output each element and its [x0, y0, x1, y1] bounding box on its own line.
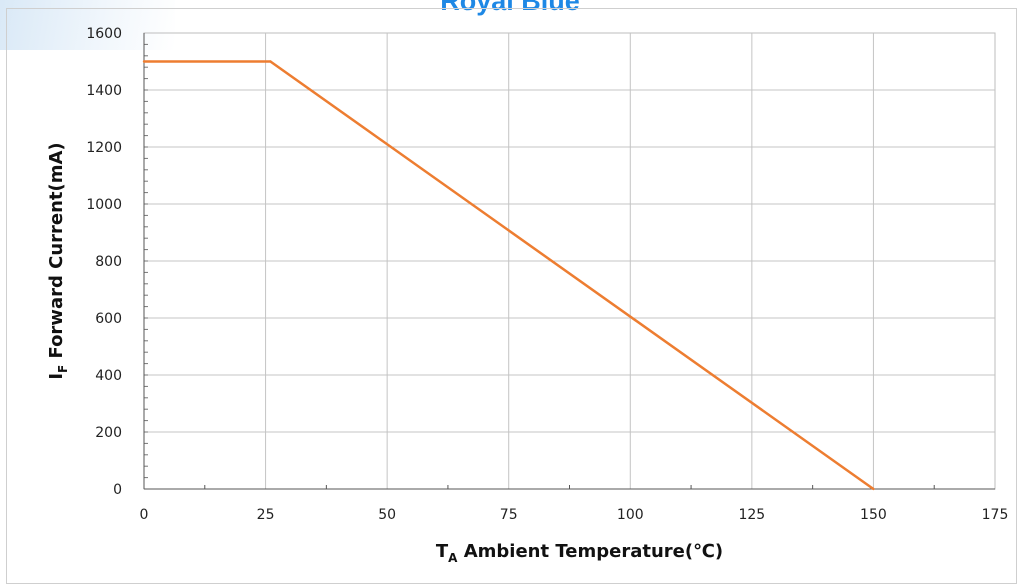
x-tick-label: 150 [860, 507, 887, 523]
y-tick-label: 0 [113, 482, 122, 498]
y-axis-title: IF Forward Current(mA) [46, 142, 70, 379]
x-tick-label: 0 [140, 507, 149, 523]
y-tick-label: 1000 [86, 197, 122, 213]
x-tick-label: 50 [378, 507, 396, 523]
x-tick-label: 25 [257, 507, 275, 523]
y-tick-label: 1600 [86, 26, 122, 42]
axes [143, 33, 995, 490]
data-point [142, 60, 146, 63]
data-point [872, 487, 875, 491]
y-tick-label: 800 [95, 254, 122, 270]
x-axis-title: TA Ambient Temperature(℃) [436, 541, 723, 565]
y-tick-label: 600 [95, 311, 122, 327]
x-tick-label: 175 [982, 507, 1009, 523]
x-tick-label: 125 [738, 507, 765, 523]
x-tick-labels: 0 25 50 75 100 125 150 175 [140, 507, 1009, 523]
y-tick-label: 1200 [86, 140, 122, 156]
y-tick-label: 400 [95, 368, 122, 384]
y-tick-labels: 0 200 400 600 800 1000 1200 1400 1600 [86, 26, 122, 498]
gridlines [143, 32, 996, 490]
data-point [269, 60, 272, 63]
y-tick-label: 1400 [86, 83, 122, 99]
series-group [142, 60, 875, 491]
x-tick-label: 100 [617, 507, 644, 523]
y-tick-label: 200 [95, 425, 122, 441]
outer-border [6, 8, 1017, 584]
x-tick-label: 75 [500, 507, 518, 523]
